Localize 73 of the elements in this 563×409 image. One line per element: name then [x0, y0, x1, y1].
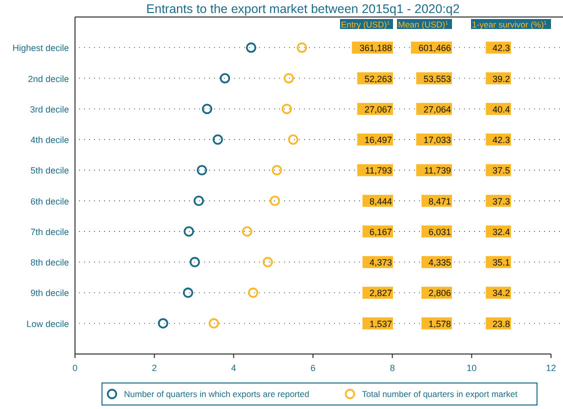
point	[272, 164, 282, 176]
x-tick-label: 6	[310, 363, 316, 373]
point	[182, 288, 194, 298]
annotation: 53,553	[423, 74, 451, 84]
point	[296, 42, 308, 53]
x-tick-label: 2	[152, 363, 157, 373]
y-tick-label: 5th decile	[30, 166, 69, 176]
point	[246, 42, 256, 53]
x-tick-label: 0	[72, 363, 78, 373]
point	[284, 73, 294, 84]
y-tick-label: 2nd decile	[28, 74, 69, 84]
point	[270, 196, 280, 206]
annotation: 52,263	[364, 74, 392, 84]
point	[248, 288, 258, 298]
annotation: 39.2	[492, 74, 510, 84]
annotation: 35.1	[492, 258, 510, 268]
point	[288, 134, 298, 145]
y-tick-label: 4th decile	[30, 135, 69, 146]
point	[242, 226, 252, 237]
x-tick-label: 12	[546, 363, 556, 373]
annotation: 11,793	[365, 166, 392, 176]
annotation: 2,806	[428, 288, 451, 298]
y-tick-label: 8th decile	[30, 258, 69, 268]
annotation: 32.4	[492, 226, 510, 237]
point	[184, 226, 194, 237]
annotation: Mean (USD)$^{1}$	[398, 20, 448, 30]
point	[158, 318, 168, 329]
annotation: 8,471	[428, 196, 451, 206]
legend-label: Number of quarters in which exports are reported	[124, 389, 310, 399]
y-tick-label: 7th decile	[30, 226, 69, 237]
annotation: 1-year survivor (%)$^{1}$	[472, 20, 547, 30]
annotation: 4,335	[428, 258, 451, 268]
annotation: 23.8	[492, 318, 510, 329]
point	[212, 134, 223, 145]
annotation: 361,188	[359, 43, 392, 54]
annotation: 8,444	[369, 196, 392, 206]
annotation: 1,537	[369, 318, 392, 329]
point	[262, 256, 273, 268]
y-tick-label: 3rd decile	[30, 104, 69, 114]
y-tick-label: Low decile	[26, 318, 69, 329]
annotation: 601,466	[418, 43, 451, 54]
annotation: 4,373	[369, 258, 392, 268]
point	[220, 73, 230, 84]
annotation: 6,167	[369, 226, 392, 237]
point	[202, 104, 212, 114]
point	[282, 104, 292, 114]
annotation: 34.2	[492, 288, 510, 298]
annotation: 37.3	[492, 196, 510, 206]
annotation: 37.5	[492, 166, 510, 176]
legend-label: Total number of quarters in export market	[362, 389, 518, 399]
annotation: 40.4	[492, 104, 510, 114]
y-tick-label: 9th decile	[30, 288, 69, 298]
annotation: 11,739	[424, 166, 451, 176]
y-tick-label: 6th decile	[30, 196, 69, 206]
annotation: 17,033	[423, 135, 451, 146]
x-tick-label: 4	[231, 363, 236, 373]
point	[196, 164, 208, 176]
annotation: 27,064	[423, 104, 451, 114]
x-tick-label: 8	[390, 363, 395, 373]
annotation: 1,578	[428, 318, 451, 329]
point	[208, 318, 220, 329]
annotation: 2,827	[369, 288, 392, 298]
annotation: 42.3	[492, 43, 510, 54]
chart-title: Entrants to the export market between 2015q1 - 2020:q2	[146, 2, 460, 16]
x-tick-label: 10	[466, 363, 477, 373]
point	[190, 256, 200, 268]
annotation: 27,067	[364, 104, 392, 114]
annotation: 42.3	[492, 135, 510, 146]
y-tick-label: Highest decile	[12, 43, 69, 54]
point	[194, 196, 204, 206]
annotation: Entry (USD)$^{1}$	[341, 20, 390, 30]
annotation: 16,497	[364, 135, 392, 146]
annotation: 6,031	[428, 226, 451, 237]
